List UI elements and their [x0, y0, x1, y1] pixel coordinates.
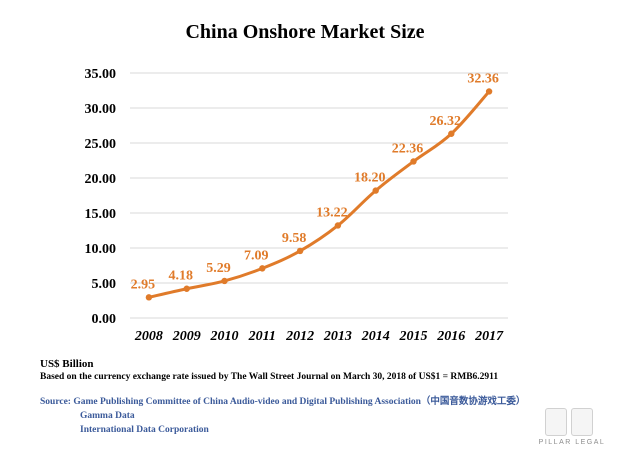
- x-tick-label: 2015: [399, 329, 428, 344]
- data-point: [183, 285, 190, 292]
- chart: China Onshore Market Size 0.00 5.00 10.00 1…: [85, 21, 508, 344]
- logo-mark-icon: [544, 408, 594, 436]
- data-point: [296, 247, 304, 255]
- data-point: [372, 187, 379, 194]
- data-label: 5.29: [206, 261, 231, 276]
- y-tick-label: 20.00: [85, 172, 117, 187]
- y-tick-label: 30.00: [85, 102, 117, 117]
- sources-block: Source: Game Publishing Committee of Chi…: [40, 395, 610, 437]
- data-point: [448, 130, 455, 137]
- y-tick-label: 25.00: [85, 137, 117, 152]
- data-label: 22.36: [392, 141, 424, 156]
- source-line-2: Gamma Data: [80, 411, 135, 421]
- exchange-rate-note: Based on the currency exchange rate issu…: [40, 372, 499, 382]
- x-tick-label: 2012: [285, 329, 314, 344]
- x-tick-label: 2009: [172, 329, 201, 344]
- source-line-1: Source: Game Publishing Committee of Chi…: [40, 397, 526, 407]
- series-line-path: [147, 89, 491, 299]
- y-tick-label: 35.00: [85, 67, 117, 82]
- y-tick-label: 0.00: [92, 312, 117, 327]
- data-point: [259, 265, 266, 272]
- data-point: [410, 158, 417, 165]
- data-point: [221, 277, 228, 285]
- y-tick-label: 5.00: [92, 277, 117, 292]
- series-line: [145, 88, 493, 301]
- chart-notes: US$ Billion Based on the currency exchan…: [40, 358, 610, 384]
- x-tick-label: 2016: [436, 329, 465, 344]
- x-tick-label: 2011: [248, 329, 276, 344]
- data-label: 7.09: [244, 248, 269, 263]
- y-tick-label: 15.00: [85, 207, 117, 222]
- source-line-3: International Data Corporation: [80, 425, 209, 435]
- x-tick-label: 2013: [323, 329, 352, 344]
- logo-text: PILLAR LEGAL: [538, 439, 606, 446]
- x-tick-label: 2017: [474, 329, 504, 344]
- unit-note: US$ Billion: [40, 358, 94, 370]
- x-axis-ticks: 2008 2009 2010 2011 2012 2013 2014 2015 2016 2017: [134, 329, 504, 344]
- data-label: 2.95: [131, 277, 156, 292]
- x-tick-label: 2014: [361, 329, 390, 344]
- data-label: 13.22: [316, 205, 348, 220]
- data-point: [485, 88, 493, 95]
- data-point: [145, 294, 153, 301]
- chart-title: China Onshore Market Size: [185, 21, 424, 43]
- x-tick-label: 2010: [210, 329, 239, 344]
- grid-lines: [130, 72, 508, 319]
- data-label: 32.36: [467, 71, 499, 86]
- y-axis-ticks: 0.00 5.00 10.00 15.00 20.00 25.00 30.00 35.00: [85, 67, 117, 327]
- data-label: 9.58: [282, 231, 307, 246]
- data-labels: 2.95 4.18 5.29 7.09 9.58 13.22 18.20 22.36 26.32…: [131, 71, 499, 292]
- data-label: 4.18: [168, 269, 193, 284]
- data-label: 18.20: [354, 171, 386, 186]
- x-tick-label: 2008: [134, 329, 163, 344]
- data-point: [334, 222, 342, 229]
- pillar-legal-logo: PILLAR LEGAL: [532, 408, 612, 450]
- data-label: 26.32: [430, 114, 462, 129]
- y-tick-label: 10.00: [85, 242, 117, 257]
